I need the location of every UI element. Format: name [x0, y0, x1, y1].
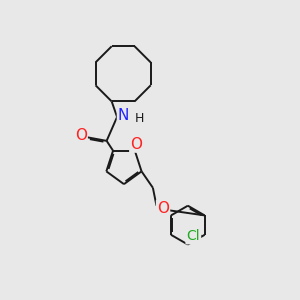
Text: H: H	[135, 112, 144, 125]
Text: Cl: Cl	[187, 229, 200, 243]
Text: O: O	[157, 201, 169, 216]
Text: O: O	[130, 136, 142, 152]
Text: N: N	[118, 108, 129, 123]
Text: O: O	[75, 128, 87, 143]
